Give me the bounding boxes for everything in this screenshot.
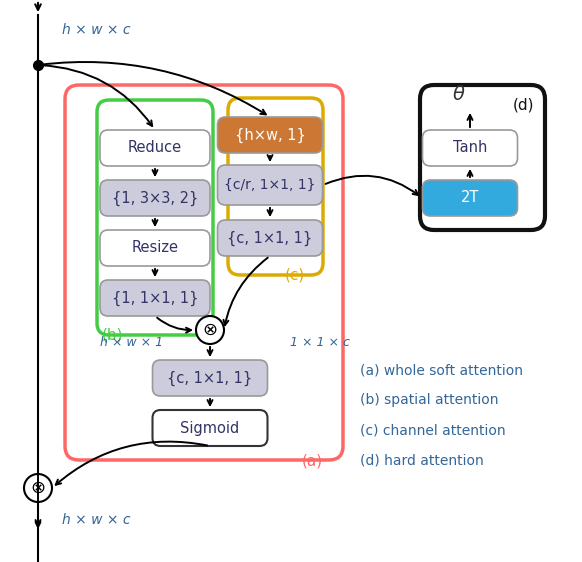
Text: 1 × 1 × c: 1 × 1 × c <box>290 337 350 350</box>
Text: (b): (b) <box>102 328 123 343</box>
Text: 2T: 2T <box>461 191 479 206</box>
Text: {c, 1×1, 1}: {c, 1×1, 1} <box>228 230 313 246</box>
Text: (c): (c) <box>285 267 305 282</box>
FancyBboxPatch shape <box>100 180 210 216</box>
Text: θ: θ <box>453 85 465 105</box>
FancyBboxPatch shape <box>100 130 210 166</box>
FancyArrowPatch shape <box>41 65 152 126</box>
Text: {1, 3×3, 2}: {1, 3×3, 2} <box>112 191 198 206</box>
FancyBboxPatch shape <box>100 230 210 266</box>
Text: h × w × c: h × w × c <box>62 513 130 527</box>
FancyBboxPatch shape <box>100 280 210 316</box>
FancyArrowPatch shape <box>325 176 418 195</box>
Text: (b) spatial attention: (b) spatial attention <box>360 393 499 407</box>
FancyBboxPatch shape <box>218 220 322 256</box>
FancyBboxPatch shape <box>152 360 268 396</box>
Text: h × w × c: h × w × c <box>62 23 130 37</box>
Text: {c/r, 1×1, 1}: {c/r, 1×1, 1} <box>224 178 316 192</box>
FancyBboxPatch shape <box>218 165 322 205</box>
FancyArrowPatch shape <box>157 318 191 333</box>
Text: {h×w, 1}: {h×w, 1} <box>235 128 306 143</box>
Circle shape <box>24 474 52 502</box>
Text: Reduce: Reduce <box>128 140 182 156</box>
Text: (a): (a) <box>302 453 323 468</box>
Text: ⊗: ⊗ <box>30 479 45 497</box>
FancyBboxPatch shape <box>218 117 322 153</box>
Text: {c, 1×1, 1}: {c, 1×1, 1} <box>168 370 253 386</box>
FancyArrowPatch shape <box>56 442 207 485</box>
Text: Sigmoid: Sigmoid <box>180 420 240 436</box>
Text: {1, 1×1, 1}: {1, 1×1, 1} <box>112 291 198 306</box>
Text: (a) whole soft attention: (a) whole soft attention <box>360 363 523 377</box>
Text: Tanh: Tanh <box>453 140 487 156</box>
FancyBboxPatch shape <box>423 130 517 166</box>
Circle shape <box>196 316 224 344</box>
FancyArrowPatch shape <box>223 257 268 325</box>
FancyBboxPatch shape <box>152 410 268 446</box>
Text: (c) channel attention: (c) channel attention <box>360 423 506 437</box>
FancyArrowPatch shape <box>41 62 266 114</box>
Text: (d): (d) <box>513 97 534 112</box>
Text: Resize: Resize <box>132 241 179 256</box>
Text: ⊗: ⊗ <box>203 321 218 339</box>
Text: h × w × 1: h × w × 1 <box>100 337 163 350</box>
FancyBboxPatch shape <box>423 180 517 216</box>
Text: (d) hard attention: (d) hard attention <box>360 453 484 467</box>
